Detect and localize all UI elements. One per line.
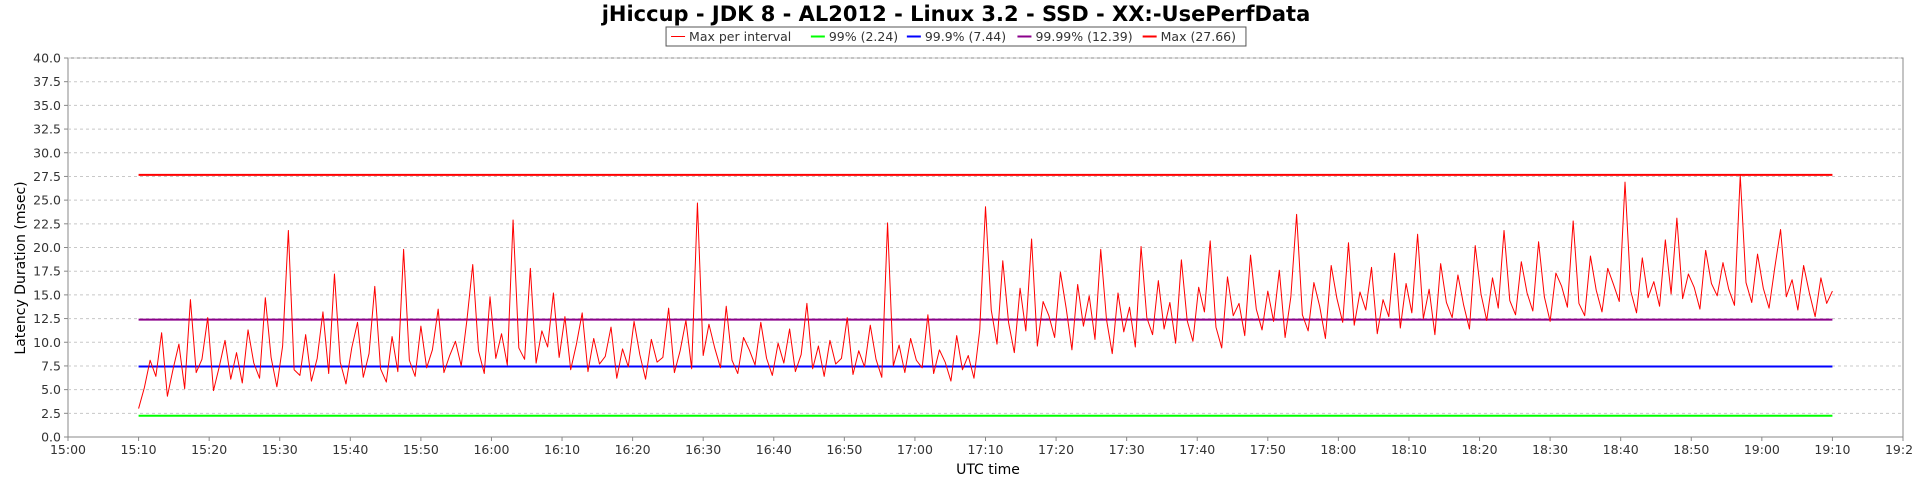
y-tick-label: 22.5 (33, 216, 61, 231)
y-tick-label: 12.5 (33, 311, 61, 326)
y-tick-label: 30.0 (33, 145, 61, 160)
y-tick-label: 37.5 (33, 74, 61, 89)
x-tick-label: 18:30 (1532, 442, 1568, 457)
x-tick-label: 16:10 (544, 442, 580, 457)
x-tick-label: 15:10 (121, 442, 157, 457)
x-tick-label: 19:00 (1744, 442, 1780, 457)
y-tick-label: 27.5 (33, 169, 61, 184)
x-tick-label: 15:20 (191, 442, 227, 457)
chart-legend: Max per interval 99% (2.24) 99.9% (7.44) 99… (665, 26, 1247, 47)
x-tick-label: 17:30 (1109, 442, 1145, 457)
x-tick-label: 16:30 (685, 442, 721, 457)
y-tick-label: 40.0 (33, 51, 61, 66)
x-tick-label: 16:00 (473, 442, 509, 457)
x-tick-label: 18:00 (1320, 442, 1356, 457)
series-layer (138, 173, 1833, 417)
x-tick-label: 16:40 (756, 442, 792, 457)
legend-item-label: 99% (2.24) (829, 29, 898, 44)
x-tick-label: 15:30 (262, 442, 298, 457)
x-tick-label: 19:20 (1885, 442, 1913, 457)
x-tick-label: 15:00 (50, 442, 86, 457)
x-tick-label: 18:20 (1462, 442, 1498, 457)
y-axis-label: Latency Duration (msec) (13, 181, 29, 354)
x-tick-label: 17:40 (1179, 442, 1215, 457)
legend-item-label: Max (27.66) (1161, 29, 1236, 44)
x-tick-label: 15:50 (403, 442, 439, 457)
chart-title: jHiccup - JDK 8 - AL2012 - Linux 3.2 - S… (601, 2, 1311, 26)
legend-item-label: Max per interval (689, 29, 791, 44)
legend-box (665, 26, 1247, 47)
x-tick-label: 18:50 (1673, 442, 1709, 457)
x-tick-label: 15:40 (332, 442, 368, 457)
y-axis: 0.0 2.5 5.0 7.5 10.0 12.5 15.0 17.5 20.0 22.5 25.0… (33, 51, 68, 445)
y-tick-label: 25.0 (33, 193, 61, 208)
y-tick-label: 0.0 (41, 430, 61, 445)
legend-item-label: 99.99% (12.39) (1035, 29, 1132, 44)
x-tick-label: 18:40 (1603, 442, 1639, 457)
y-tick-label: 15.0 (33, 287, 61, 302)
plot-area (67, 57, 1904, 438)
x-axis-label: UTC time (956, 462, 1020, 478)
legend-item-label: 99.9% (7.44) (925, 29, 1006, 44)
x-tick-label: 18:10 (1391, 442, 1427, 457)
y-tick-label: 10.0 (33, 335, 61, 350)
x-tick-label: 17:50 (1250, 442, 1286, 457)
y-tick-label: 17.5 (33, 264, 61, 279)
y-tick-label: 32.5 (33, 122, 61, 137)
x-tick-label: 17:00 (897, 442, 933, 457)
x-tick-label: 17:20 (1038, 442, 1074, 457)
x-tick-label: 16:50 (826, 442, 862, 457)
x-axis: 15:00 15:10 15:20 15:30 15:40 15:50 16:00 16:10… (50, 437, 1913, 457)
y-tick-label: 2.5 (41, 406, 61, 421)
series-max-per-interval (138, 174, 1833, 409)
y-tick-label: 5.0 (41, 382, 61, 397)
x-tick-label: 19:10 (1814, 442, 1850, 457)
y-tick-label: 7.5 (41, 358, 61, 373)
y-tick-label: 20.0 (33, 240, 61, 255)
y-tick-label: 35.0 (33, 98, 61, 113)
x-tick-label: 17:10 (967, 442, 1003, 457)
x-tick-label: 16:20 (615, 442, 651, 457)
